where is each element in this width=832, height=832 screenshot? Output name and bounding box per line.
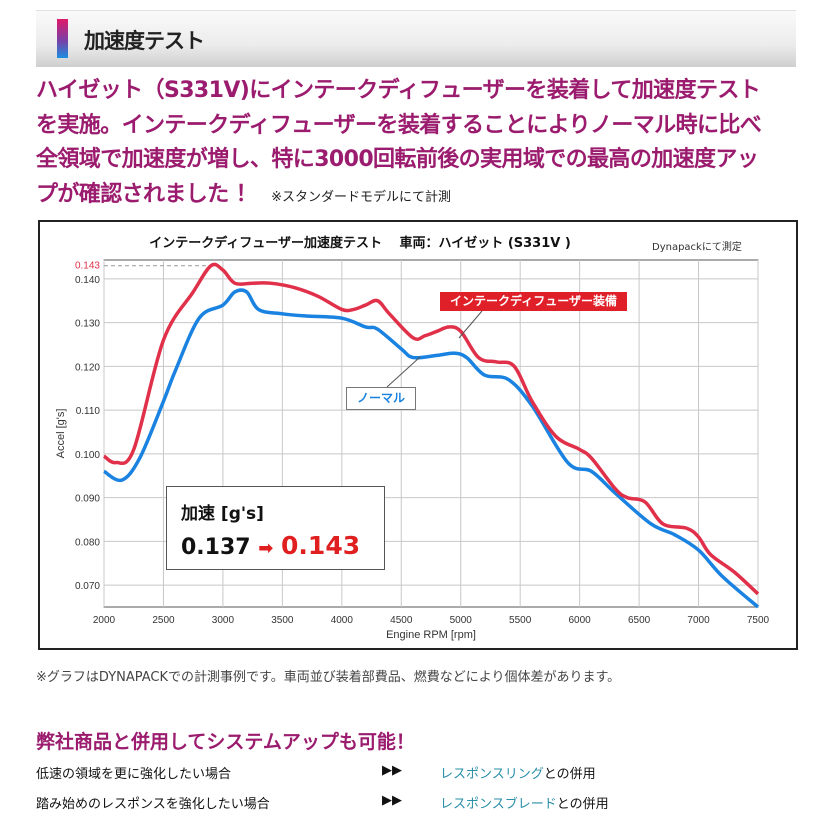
y-tick-label: 0.070 bbox=[75, 581, 100, 592]
intro-line: を実施。インテークディフューザーを装着することによりノーマル時に比べ bbox=[36, 112, 762, 138]
y-tick-label: 0.130 bbox=[75, 319, 100, 330]
y-axis-label: Accel [g's] bbox=[55, 409, 67, 459]
x-tick-label: 2000 bbox=[93, 615, 116, 626]
leader-line-diffuser bbox=[458, 310, 483, 339]
leader-line-normal bbox=[386, 356, 421, 388]
combo-section-title: 弊社商品と併用してシステムアップも可能！ bbox=[36, 731, 415, 753]
intro-line: 全領域で加速度が増し、特に3000回転前後の実用域での最高の加速度アッ bbox=[36, 147, 759, 172]
accel-summary-box: 加速 [g's] 0.137 ➡ 0.143 bbox=[166, 486, 385, 570]
series-line-diffuser bbox=[102, 262, 760, 596]
x-tick-label: 4500 bbox=[390, 615, 413, 626]
header-accent-bar bbox=[57, 19, 68, 58]
intro-line: プが確認されました ！ bbox=[36, 181, 258, 207]
combo-row: 低速の領域を更に強化したい場合 ▶▶ レスポンスリングとの併用 bbox=[36, 763, 596, 782]
product-link-response-ring[interactable]: レスポンスリング bbox=[440, 767, 544, 782]
accel-chart: 2000 2500 3000 3500 4000 4500 5000 5500 6000 6500… bbox=[38, 220, 798, 650]
y-tick-label: 0.100 bbox=[75, 450, 100, 461]
x-tick-label: 2500 bbox=[152, 615, 175, 626]
x-tick-label: 6500 bbox=[628, 615, 651, 626]
x-tick-label: 5000 bbox=[450, 615, 473, 626]
x-tick-label: 7500 bbox=[747, 615, 770, 626]
y-tick-label: 0.110 bbox=[76, 406, 101, 417]
y-tick-label: 0.120 bbox=[75, 362, 100, 373]
legend-label-diffuser: インテークディフューザー装備 bbox=[440, 292, 627, 311]
chart-title: インテークディフューザー加速度テスト 車両：ハイゼット (S331V ) bbox=[149, 236, 571, 251]
arrow-right-icon: ➡ bbox=[258, 538, 274, 559]
series-line-normal bbox=[103, 288, 760, 609]
intro-note: ※スタンダードモデルにて計測 bbox=[271, 189, 451, 205]
y-tick-label: 0.090 bbox=[75, 494, 100, 505]
chart-footnote: ※グラフはDYNAPACKでの計測事例です。車両並び装着部費品、燃費などにより個… bbox=[36, 670, 621, 685]
x-tick-label: 7000 bbox=[687, 615, 710, 626]
peak-label: 0.143 bbox=[75, 261, 100, 272]
x-tick-label: 3500 bbox=[271, 615, 294, 626]
combo-suffix: との併用 bbox=[543, 767, 596, 782]
legend-label-normal: ノーマル bbox=[346, 387, 416, 410]
chart-svg: 2000 2500 3000 3500 4000 4500 5000 5500 6000 6500… bbox=[55, 259, 770, 641]
x-tick-label: 5500 bbox=[509, 615, 532, 626]
x-axis-label: Engine RPM [rpm] bbox=[386, 629, 476, 641]
combo-condition: 踏み始めのレスポンスを強化したい場合 bbox=[36, 797, 270, 812]
chart-source-note: Dynapackにて測定 bbox=[652, 242, 742, 253]
y-tick-label: 0.080 bbox=[75, 537, 100, 548]
intro-line: ハイゼット（S331V)にインテークディフューザーを装着して加速度テスト bbox=[36, 78, 761, 103]
summary-title: 加速 [g's] bbox=[181, 504, 264, 524]
double-arrow-icon: ▶▶ bbox=[382, 793, 402, 808]
combo-row: 踏み始めのレスポンスを強化したい場合 ▶▶ レスポンスブレードとの併用 bbox=[36, 793, 609, 812]
combo-suffix: との併用 bbox=[556, 797, 609, 812]
x-tick-label: 3000 bbox=[212, 615, 235, 626]
product-link-response-blade[interactable]: レスポンスブレード bbox=[440, 797, 557, 812]
x-tick-label: 4000 bbox=[331, 615, 354, 626]
summary-after: 0.143 bbox=[281, 531, 361, 560]
y-tick-label: 0.140 bbox=[75, 275, 100, 286]
summary-before: 0.137 bbox=[181, 535, 251, 560]
combo-condition: 低速の領域を更に強化したい場合 bbox=[36, 767, 232, 782]
section-header: 加速度テスト bbox=[36, 10, 796, 67]
x-tick-label: 6000 bbox=[569, 615, 592, 626]
header-title: 加速度テスト bbox=[84, 29, 205, 53]
double-arrow-icon: ▶▶ bbox=[382, 763, 402, 778]
intro-text: ハイゼット（S331V)にインテークディフューザーを装着して加速度テスト を実施… bbox=[36, 74, 816, 215]
